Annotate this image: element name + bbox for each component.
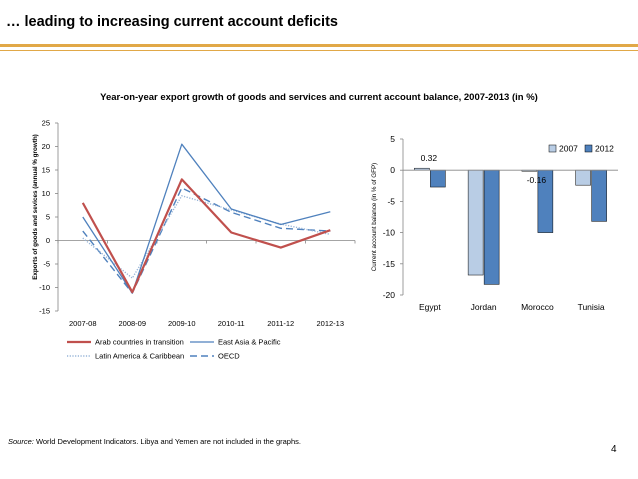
line-chart-y-tick-label: 15 — [42, 166, 50, 175]
legend-label: 2012 — [595, 144, 614, 154]
bar-chart-x-tick-label: Tunisia — [578, 302, 605, 312]
bar-chart-y-tick-label: -10 — [383, 228, 396, 238]
bar-data-label: -0.16 — [527, 175, 547, 185]
page-number: 4 — [611, 444, 617, 455]
line-chart-y-tick-label: 0 — [46, 236, 50, 245]
legend-swatch — [548, 144, 557, 153]
legend-label: OECD — [218, 352, 240, 361]
line-chart-x-tick-label: 2011-12 — [267, 319, 294, 328]
bar-chart-y-axis-label: Current account balance (in % of GFP) — [371, 163, 378, 272]
legend-label: Arab countries in transition — [95, 338, 184, 347]
bar-jordan-2007 — [467, 169, 484, 276]
bar-chart-y-tick-label: -5 — [387, 196, 395, 206]
bar-data-label: 0.32 — [421, 153, 438, 163]
line-series-arab-countries-in-transition — [81, 178, 331, 294]
bar-chart-x-tick-label: Egypt — [419, 302, 441, 312]
legend-label: 2007 — [559, 144, 578, 154]
line-series-east-asia-pacific — [82, 143, 331, 294]
chart-title: Year-on-year export growth of goods and … — [100, 92, 538, 103]
bar-chart-y-tick-label: 0 — [390, 165, 395, 175]
bar-chart-y-tick-label: -20 — [383, 290, 396, 300]
line-chart-y-tick-label: -5 — [43, 260, 50, 269]
line-chart-y-tick-label: 25 — [42, 119, 50, 128]
bar-chart-y-tick-label: 5 — [390, 134, 395, 144]
title-rule-thin — [0, 50, 638, 51]
line-chart-y-tick-label: -10 — [39, 283, 50, 292]
bar-tunisia-2012 — [591, 169, 607, 222]
line-chart-y-tick-label: 5 — [46, 213, 50, 222]
line-chart-x-tick-label: 2009-10 — [168, 319, 196, 328]
bar-tunisia-2007 — [575, 169, 591, 186]
bar-chart-x-tick-label: Morocco — [521, 302, 554, 312]
line-chart-x-tick-label: 2008-09 — [118, 319, 146, 328]
bar-egypt-2012 — [430, 169, 446, 188]
line-chart-y-tick-label: -15 — [39, 307, 50, 316]
legend-label: East Asia & Pacific — [218, 338, 281, 347]
line-chart-y-tick-label: 10 — [42, 189, 50, 198]
line-chart-x-tick-label: 2007-08 — [69, 319, 97, 328]
line-series-oecd — [82, 187, 331, 294]
source-label: Source: — [8, 437, 34, 446]
source-note: Source: World Development Indicators. Li… — [8, 437, 301, 446]
slide-title: … leading to increasing current account … — [6, 14, 338, 30]
line-chart-x-tick-label: 2010-11 — [218, 319, 245, 328]
line-series-latin-america-caribbean — [82, 195, 331, 279]
legend-label: Latin America & Caribbean — [95, 352, 184, 361]
line-chart-x-tick-label: 2012-13 — [316, 319, 344, 328]
legend-swatch — [584, 144, 593, 153]
bar-chart-y-tick-label: -15 — [383, 259, 396, 269]
line-chart-y-axis-label: Exports of goods and sevices (annual % g… — [32, 134, 39, 280]
line-chart-y-tick-label: 20 — [42, 142, 50, 151]
bar-chart-x-tick-label: Jordan — [471, 302, 497, 312]
title-rule-thick — [0, 44, 638, 47]
source-text: World Development Indicators. Libya and … — [33, 437, 301, 446]
bar-jordan-2012 — [483, 169, 500, 285]
